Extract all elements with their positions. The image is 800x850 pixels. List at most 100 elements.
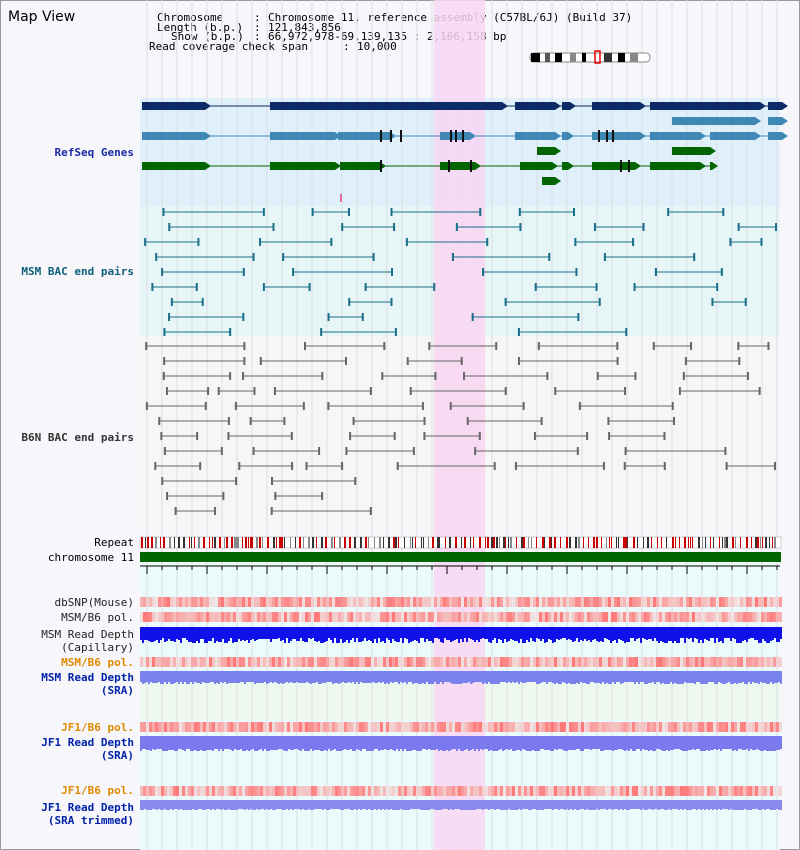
depth-bar [712,800,714,810]
depth-bar [454,627,456,640]
refseq-genes-label[interactable]: RefSeq Genes [54,146,134,159]
depth-bar [694,671,696,684]
depth-bar [166,671,168,684]
heat-cell [311,722,314,732]
jf1-b6-pol-trimmed-label[interactable]: JF1/B6 pol. [61,784,134,797]
heat-cell [518,612,521,622]
heat-cell [221,722,224,732]
b6n-bac-label[interactable]: B6N BAC end pairs [21,431,134,444]
heat-cell [362,597,365,607]
bac-end [693,253,696,261]
heat-cell [167,657,170,667]
repeat-element [726,537,728,548]
msm-bac-label[interactable]: MSM BAC end pairs [21,265,134,278]
heat-cell [617,597,620,607]
bac-end [682,372,685,380]
bac-end [423,432,426,440]
bac-end [341,462,344,470]
jf1-b6-pol-label[interactable]: JF1/B6 pol. [61,721,134,734]
repeat-element [633,537,635,548]
repeat-element [169,537,171,548]
depth-bar [716,627,718,638]
bac-end [345,447,348,455]
bac-end [305,462,308,470]
exon-tick [400,130,402,142]
heat-cell [512,612,515,622]
bac-end [372,253,375,261]
heat-cell [776,722,779,732]
depth-bar [186,736,188,749]
msm-read-depth-sra-label[interactable]: MSM Read Depth (SRA) [41,671,134,697]
bac-end [729,238,732,246]
exon-tick [455,130,457,142]
b6n-bac-track[interactable] [145,342,777,515]
highlight-region[interactable] [434,0,485,850]
depth-bar [584,627,586,639]
heat-cell [407,786,410,796]
bac-end [283,417,286,425]
depth-bar [528,671,530,682]
depth-bar [232,736,234,751]
chromosome-track-label[interactable]: chromosome 11 [47,551,134,564]
depth-bar [272,671,274,683]
repeat-label[interactable]: Repeat [94,536,134,549]
heat-cell [740,786,743,796]
read-depth-tracks[interactable] [140,627,782,810]
depth-bar [208,627,210,641]
depth-bar [422,800,424,810]
depth-bar [596,736,598,749]
heat-cell [710,597,713,607]
heat-cell [470,612,473,622]
depth-bar [762,671,764,683]
repeat-element [209,537,210,548]
repeat-element [713,537,714,548]
depth-bar [578,736,580,749]
heatmap-tracks[interactable] [140,597,782,796]
msm-read-depth-capillary-label[interactable]: MSM Read Depth (Capillary) [41,628,134,654]
heat-cell [578,722,581,732]
jf1-read-depth-sra-label[interactable]: JF1 Read Depth (SRA) [41,736,134,762]
depth-bar [718,671,720,682]
repeat-element [354,537,356,548]
depth-bar [354,627,356,642]
heat-cell [221,597,224,607]
depth-bar [742,671,744,682]
msm-b6-pol-label[interactable]: MSM/B6 pol. [61,611,134,624]
repeat-element [657,537,658,548]
depth-bar [150,800,152,810]
repeat-element [374,537,375,548]
dbsnp-label[interactable]: dbSNP(Mouse) [54,596,134,609]
repeat-track[interactable] [139,536,782,549]
heat-cell [521,597,524,607]
depth-bar [220,800,222,810]
jf1-read-depth-trimmed-label[interactable]: JF1 Read Depth (SRA trimmed) [41,801,134,827]
heat-cell [512,722,515,732]
chromosome-bar[interactable] [140,552,781,562]
heat-cell [557,612,560,622]
depth-bar [582,671,584,683]
chromosome-ideogram[interactable] [529,50,651,64]
depth-bar [162,800,164,810]
depth-bar [276,736,278,750]
bac-end [623,462,626,470]
depth-bar [736,627,738,643]
depth-bar [574,800,576,809]
depth-bar [174,627,176,642]
heat-cell [428,612,431,622]
depth-bar [676,736,678,749]
heat-cell [389,597,392,607]
depth-bar [746,736,748,749]
heat-cell [311,597,314,607]
msm-b6-pol-sra-label[interactable]: MSM/B6 pol. [61,656,134,669]
depth-bar [636,627,638,639]
depth-bar [194,627,196,643]
heat-cell [329,612,332,622]
depth-bar [648,627,650,639]
refseq-genes-track[interactable] [142,102,788,202]
heat-cell [368,657,371,667]
bac-end [252,447,255,455]
depth-bar [268,627,270,639]
msm-bac-track[interactable] [144,208,778,336]
depth-bar [628,671,630,682]
